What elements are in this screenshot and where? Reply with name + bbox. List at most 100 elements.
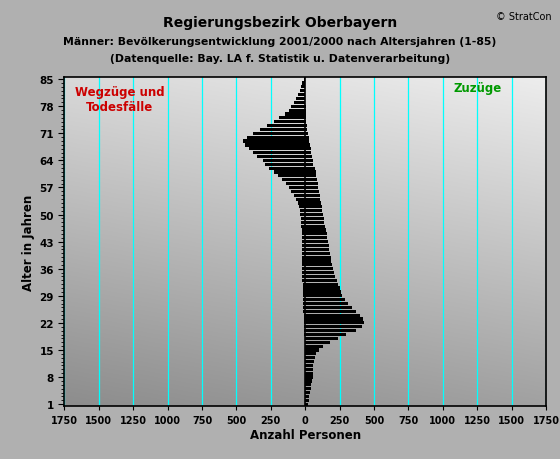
Bar	[305, 117, 306, 120]
Bar	[305, 368, 313, 371]
Bar	[305, 213, 323, 217]
Bar	[302, 268, 305, 271]
Bar	[305, 129, 307, 132]
Bar	[305, 356, 315, 359]
Bar	[302, 244, 305, 247]
Bar	[294, 101, 305, 105]
Bar	[305, 380, 312, 383]
Bar	[248, 136, 305, 140]
Bar	[273, 171, 305, 174]
Bar	[305, 275, 335, 279]
Bar	[296, 98, 305, 101]
Bar	[305, 302, 348, 306]
Bar	[305, 175, 316, 178]
Bar	[305, 171, 315, 174]
Bar	[304, 330, 305, 332]
Bar	[304, 314, 305, 317]
Text: Männer: Bevölkerungsentwicklung 2001/2000 nach Altersjahren (1-85): Männer: Bevölkerungsentwicklung 2001/200…	[63, 37, 497, 47]
Bar	[305, 287, 339, 290]
Bar	[305, 260, 332, 263]
Bar	[273, 121, 305, 124]
Bar	[305, 283, 338, 286]
Bar	[253, 152, 305, 155]
Bar	[305, 353, 316, 356]
Bar	[302, 229, 305, 232]
Bar	[305, 252, 330, 255]
Bar	[305, 349, 319, 352]
Bar	[302, 260, 305, 263]
Bar	[305, 333, 347, 336]
Bar	[296, 198, 305, 201]
Bar	[289, 109, 305, 112]
Bar	[305, 325, 362, 329]
Bar	[305, 271, 334, 274]
Bar	[305, 125, 306, 128]
Bar	[302, 237, 305, 240]
Bar	[305, 186, 318, 190]
Bar	[291, 106, 305, 109]
Bar	[305, 244, 329, 247]
Bar	[305, 395, 309, 398]
Bar	[300, 90, 305, 93]
Bar	[305, 229, 326, 232]
Bar	[305, 133, 308, 135]
Bar	[282, 179, 305, 182]
Bar	[305, 360, 314, 364]
Bar	[302, 82, 305, 85]
Bar	[305, 291, 341, 294]
Bar	[305, 121, 306, 124]
Bar	[267, 125, 305, 128]
Bar	[291, 190, 305, 194]
Bar	[301, 218, 305, 220]
Bar	[305, 194, 320, 197]
Bar	[297, 202, 305, 205]
Bar	[300, 210, 305, 213]
Bar	[253, 133, 305, 135]
Bar	[289, 186, 305, 190]
Bar	[303, 310, 305, 313]
Bar	[305, 248, 329, 252]
Bar	[303, 295, 305, 298]
Bar	[305, 156, 312, 159]
Bar	[305, 256, 330, 259]
Bar	[305, 318, 363, 321]
Bar	[303, 302, 305, 306]
Bar	[305, 136, 309, 140]
Bar	[294, 194, 305, 197]
Bar	[301, 221, 305, 224]
Bar	[305, 221, 324, 224]
Bar	[305, 183, 318, 186]
Bar	[305, 179, 317, 182]
Bar	[304, 78, 305, 82]
Text: © StratCon: © StratCon	[496, 11, 552, 22]
Bar	[304, 333, 305, 336]
Bar	[305, 198, 320, 201]
Bar	[299, 206, 305, 209]
Bar	[304, 325, 305, 329]
Bar	[305, 322, 365, 325]
Bar	[304, 322, 305, 325]
Bar	[305, 113, 306, 116]
Bar	[301, 86, 305, 89]
Bar	[303, 306, 305, 309]
Bar	[279, 117, 305, 120]
Bar	[305, 206, 321, 209]
Bar	[301, 225, 305, 228]
Bar	[305, 341, 330, 344]
Bar	[302, 252, 305, 255]
Bar	[305, 190, 319, 194]
Bar	[302, 256, 305, 259]
Bar	[305, 295, 342, 298]
Bar	[286, 183, 305, 186]
Bar	[305, 387, 311, 391]
Bar	[269, 167, 305, 170]
Bar	[305, 167, 315, 170]
Bar	[284, 113, 305, 116]
Bar	[302, 271, 305, 274]
Y-axis label: Alter in Jahren: Alter in Jahren	[22, 194, 35, 290]
Bar	[305, 148, 311, 151]
Bar	[298, 94, 305, 97]
Text: (Datenquelle: Bay. LA f. Statistik u. Datenverarbeitung): (Datenquelle: Bay. LA f. Statistik u. Da…	[110, 54, 450, 64]
Bar	[243, 140, 305, 143]
Bar	[305, 383, 311, 386]
